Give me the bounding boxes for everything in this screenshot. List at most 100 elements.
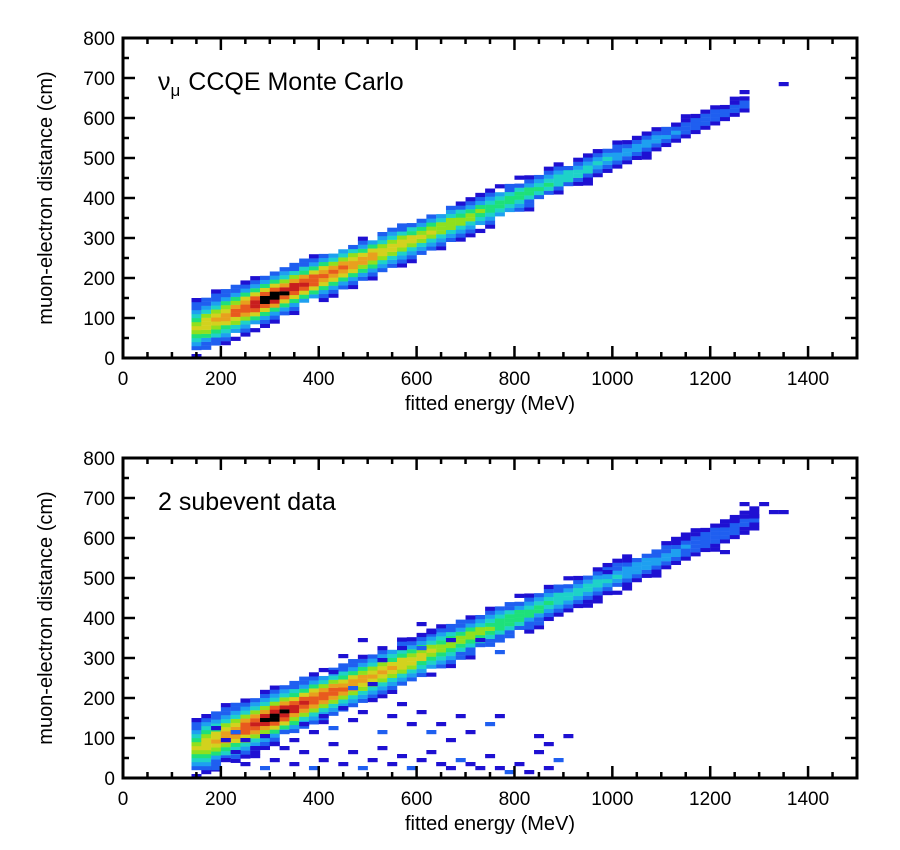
heatmap-cell [426, 660, 437, 665]
heatmap-cell [592, 567, 603, 572]
heatmap-cell [719, 531, 730, 536]
heatmap-cell [680, 134, 691, 139]
heatmap-cell [445, 237, 456, 242]
heatmap-cell [220, 313, 231, 318]
heatmap-cell [240, 722, 251, 727]
heatmap-cell [328, 683, 339, 688]
heatmap-cell [563, 166, 574, 171]
heatmap-cell [220, 341, 231, 346]
heatmap-cell [690, 528, 701, 533]
heatmap-cell [602, 586, 613, 592]
heatmap-cell [651, 569, 662, 574]
heatmap-cell [504, 187, 515, 193]
heatmap-cell [494, 212, 505, 217]
heatmap-cell [592, 149, 603, 154]
heatmap-cell [719, 535, 730, 540]
heatmap-cell [220, 719, 231, 724]
heatmap-cell [739, 522, 750, 527]
heatmap-cell [661, 565, 672, 570]
panel-subevent-data: 0 200 400 600 800 1000 1200 1400 0 100 200 300 400 50… [35, 449, 859, 835]
heatmap-cell [504, 634, 515, 639]
heatmap-cell [416, 640, 427, 646]
heatmap-cell [289, 762, 300, 767]
heatmap-cell [279, 730, 290, 735]
heatmap-cell [602, 152, 613, 157]
heatmap-cell [710, 543, 721, 548]
heatmap-cell [338, 667, 349, 672]
heatmap-cell [338, 695, 349, 700]
heatmap-cell [739, 502, 750, 507]
heatmap-cell [475, 615, 486, 620]
heatmap-cell [250, 308, 261, 313]
heatmap-cell [534, 597, 545, 602]
heatmap-cell [416, 656, 427, 662]
heatmap-cell [485, 224, 496, 229]
heatmap-cell [318, 714, 329, 719]
heatmap-cell [279, 295, 290, 300]
heatmap-cell [651, 147, 662, 152]
heatmap-cell [348, 260, 359, 266]
heatmap-cell [299, 692, 310, 697]
heatmap-cell [211, 337, 222, 342]
heatmap-cells [191, 502, 789, 779]
heatmap-cell [289, 680, 300, 686]
heatmap-cell [201, 333, 212, 338]
heatmap-cell [445, 209, 456, 214]
heatmap-cell [318, 293, 329, 299]
heatmap-cell [220, 293, 231, 298]
heatmap-cell [397, 649, 408, 654]
heatmap-cell [299, 722, 310, 727]
heatmap-cell [445, 638, 456, 643]
heatmap-cell [729, 108, 740, 113]
heatmap-cell [348, 280, 359, 286]
heatmap-cell [582, 173, 593, 178]
heatmap-cell [661, 561, 672, 566]
heatmap-cell [485, 638, 496, 643]
heatmap-cell [494, 606, 505, 611]
heatmap-cell [279, 311, 290, 316]
heatmap-cell [651, 135, 662, 140]
heatmap-cell [211, 333, 222, 338]
heatmap-cell [220, 337, 231, 342]
heatmap-cell [749, 510, 760, 515]
heatmap-cell [260, 303, 270, 308]
heatmap-cell [455, 237, 466, 242]
heatmap-cell [308, 700, 319, 705]
heatmap-cell [426, 640, 437, 645]
heatmap-cell [602, 148, 613, 153]
heatmap-cell [592, 583, 603, 588]
heatmap-cell [328, 257, 339, 262]
heatmap-cell [289, 298, 300, 304]
heatmap-cell [465, 201, 476, 206]
heatmap-cell [367, 658, 378, 663]
heatmap-cell [367, 698, 378, 703]
heatmap-cell [367, 666, 378, 671]
heatmap-cell [357, 236, 368, 241]
heatmap-cell [240, 746, 251, 751]
heatmap-cell [220, 289, 231, 294]
heatmap-cell [220, 301, 231, 306]
heatmap-cell [445, 217, 456, 222]
heatmap-cell [445, 623, 456, 629]
heatmap-cell [436, 242, 447, 247]
heatmap-cell [240, 288, 251, 293]
heatmap-cell [260, 713, 270, 719]
heatmap-cell [582, 603, 593, 608]
heatmap-cell [269, 693, 280, 698]
heatmap-cell [504, 618, 515, 623]
heatmap-cell [377, 232, 388, 237]
heatmap-cell [622, 574, 633, 579]
heatmap-cell [201, 766, 212, 771]
heatmap-cell [191, 338, 202, 343]
heatmap-cell [622, 570, 633, 575]
heatmap-cell [426, 652, 437, 657]
heatmap-cell [387, 685, 398, 690]
heatmap-cell [680, 540, 691, 545]
heatmap-cell [230, 754, 241, 759]
heatmap-cell [269, 701, 280, 706]
heatmap-cell [338, 683, 349, 688]
heatmap-cell [328, 281, 339, 286]
heatmap-cell [455, 233, 466, 238]
y-tick-label: 0 [104, 349, 115, 370]
y-tick-label: 0 [104, 769, 115, 790]
